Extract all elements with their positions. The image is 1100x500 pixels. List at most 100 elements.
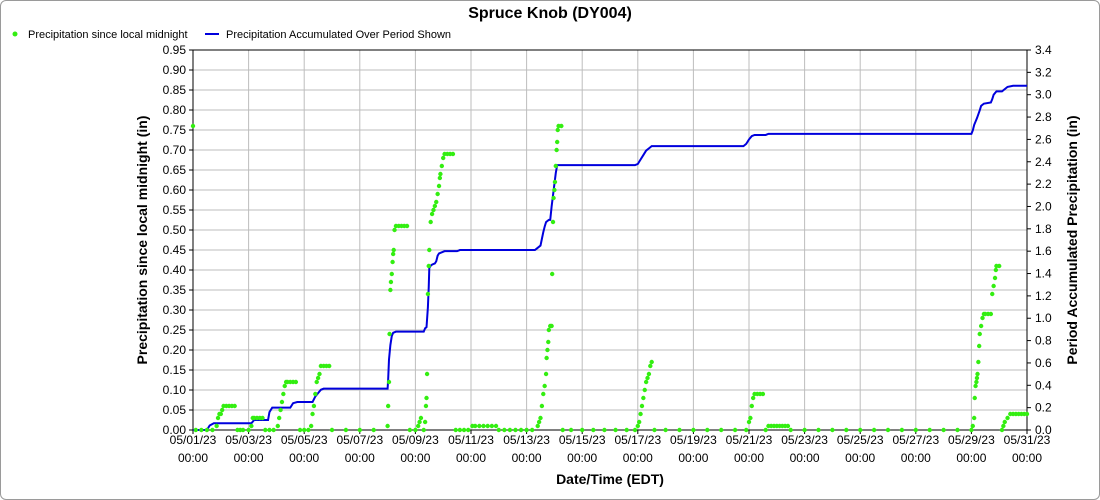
daily-precip-point (246, 427, 251, 433)
right-tick-label: 1.6 (1035, 244, 1052, 258)
daily-precip-point (785, 423, 791, 429)
daily-precip-point (481, 423, 486, 429)
daily-precip-point (732, 427, 738, 433)
x-tick-label-date: 05/01/23 (170, 433, 217, 447)
x-tick-label-time: 00:00 (234, 451, 264, 465)
x-tick-label-date: 05/13/23 (503, 433, 550, 447)
x-tick-label-date: 05/11/23 (448, 433, 494, 447)
daily-precip-point (997, 263, 1002, 269)
daily-precip-point (975, 371, 980, 377)
daily-precip-point (858, 427, 863, 433)
daily-precip-point (434, 199, 439, 205)
daily-precip-point (438, 171, 443, 177)
daily-precip-point (422, 419, 428, 425)
daily-precip-point (424, 395, 429, 401)
daily-precip-point (441, 155, 446, 161)
daily-precip-point (830, 427, 835, 433)
left-tick-label: 0.95 (163, 43, 187, 57)
daily-precip-point (306, 427, 311, 433)
left-axis-title: Precipitation since local midnight (in) (134, 116, 150, 365)
daily-precip-point (648, 363, 653, 369)
daily-precip-point (435, 191, 440, 197)
daily-precip-point (204, 427, 210, 433)
daily-precip-point (279, 399, 285, 405)
daily-precip-point (635, 423, 640, 429)
daily-precip-point (750, 395, 756, 401)
left-tick-label: 0.00 (163, 423, 187, 437)
daily-precip-point (638, 411, 643, 417)
left-tick-label: 0.70 (163, 143, 187, 157)
daily-precip-point (643, 379, 649, 385)
x-axis-title: Date/Time (EDT) (556, 471, 664, 487)
x-tick-label-time: 00:00 (567, 451, 597, 465)
daily-precip-point (746, 419, 752, 425)
daily-precip-point (311, 403, 317, 409)
daily-precip-point (439, 163, 445, 169)
daily-precip-point (974, 379, 979, 385)
daily-precip-point (677, 427, 682, 433)
daily-precip-point (529, 427, 535, 433)
left-tick-label: 0.20 (163, 343, 187, 357)
daily-precip-point (560, 427, 565, 433)
daily-precip-point (276, 415, 282, 421)
right-tick-label: 3.4 (1035, 43, 1052, 57)
right-tick-label: 0.8 (1035, 334, 1052, 348)
daily-precip-point (308, 423, 314, 429)
right-tick-label: 2.2 (1035, 177, 1052, 191)
daily-precip-point (390, 259, 395, 265)
daily-precip-point (278, 407, 283, 413)
daily-precip-point (976, 343, 982, 349)
daily-precip-point (413, 427, 418, 433)
left-tick-label: 0.75 (163, 123, 187, 137)
left-tick-label: 0.60 (163, 183, 187, 197)
daily-precip-point (555, 127, 560, 133)
daily-precip-point (992, 275, 998, 281)
daily-precip-point (536, 419, 542, 425)
daily-precip-point (990, 291, 995, 297)
daily-precip-point (999, 427, 1005, 433)
daily-precip-point (913, 427, 918, 433)
daily-precip-point (275, 423, 280, 429)
right-tick-label: 0.0 (1035, 423, 1052, 437)
daily-precip-point (267, 427, 272, 433)
x-tick-label-date: 05/21/23 (726, 433, 773, 447)
daily-precip-point (249, 423, 254, 429)
daily-precip-point (549, 323, 554, 329)
series-daily (190, 123, 1030, 433)
daily-precip-point (551, 195, 556, 201)
daily-precip-point (263, 427, 268, 433)
right-tick-label: 3.0 (1035, 88, 1052, 102)
daily-precip-point (624, 427, 629, 433)
daily-precip-point (385, 423, 390, 429)
left-tick-label: 0.35 (163, 283, 187, 297)
right-tick-label: 2.0 (1035, 199, 1052, 213)
daily-precip-point (559, 123, 564, 129)
daily-precip-point (391, 247, 396, 253)
x-axis-ticks: 05/01/23 00:00 05/03/23 00:00 05/05/23 00:00 0… (170, 430, 1051, 465)
x-tick-label-date: 05/03/23 (225, 433, 272, 447)
daily-precip-point (763, 427, 768, 433)
daily-precip-point (749, 403, 754, 409)
daily-precip-point (591, 427, 596, 433)
left-tick-label: 0.40 (163, 263, 187, 277)
daily-precip-point (970, 423, 975, 429)
daily-precip-point (641, 395, 646, 401)
daily-precip-point (389, 271, 394, 277)
daily-precip-point (974, 375, 980, 381)
daily-precip-point (978, 323, 984, 329)
daily-precip-point (404, 223, 410, 229)
daily-precip-point (973, 383, 978, 389)
daily-precip-point (343, 427, 349, 433)
daily-precip-point (1005, 415, 1010, 421)
x-tick-label-time: 00:00 (512, 451, 542, 465)
daily-precip-point (885, 427, 891, 433)
gridlines (192, 49, 1028, 431)
x-tick-label-date: 05/25/23 (837, 433, 884, 447)
x-tick-label-time: 00:00 (734, 451, 764, 465)
daily-precip-point (1002, 419, 1007, 425)
daily-precip-point (580, 427, 585, 433)
daily-precip-point (646, 371, 652, 377)
daily-precip-point (293, 379, 299, 385)
daily-precip-point (219, 407, 225, 413)
x-tick-label-time: 00:00 (1012, 451, 1042, 465)
